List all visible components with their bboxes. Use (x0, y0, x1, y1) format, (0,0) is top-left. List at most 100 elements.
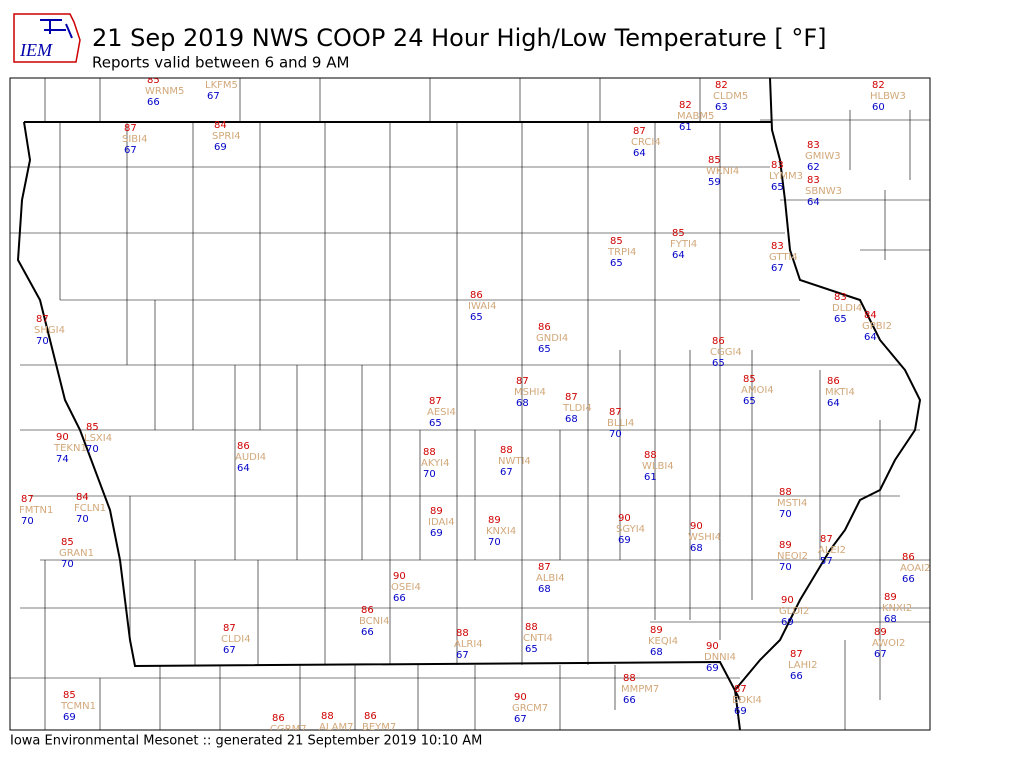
low-temp: 70 (21, 516, 34, 527)
station-id: AESI4 (427, 407, 456, 418)
high-temp: 87 (820, 534, 833, 545)
high-temp: 82 (872, 80, 885, 91)
low-temp: 70 (779, 562, 792, 573)
map-title: 21 Sep 2019 NWS COOP 24 Hour High/Low Te… (92, 24, 826, 52)
high-temp: 85 (61, 537, 74, 548)
low-temp: 70 (86, 444, 99, 455)
high-temp: 89 (650, 625, 663, 636)
high-temp: 87 (538, 562, 551, 573)
low-temp: 70 (61, 559, 74, 570)
station-id: CGRM7 (270, 724, 307, 735)
high-temp: 90 (618, 513, 631, 524)
station-id: GMIW3 (805, 151, 841, 162)
station-id: AMOI4 (741, 385, 774, 396)
low-temp: 68 (690, 543, 703, 554)
high-temp: 85 (708, 155, 721, 166)
high-temp: 87 (734, 684, 747, 695)
station-id: CLDM5 (713, 91, 748, 102)
high-temp: 90 (706, 641, 719, 652)
station-id: DNNI4 (704, 652, 736, 663)
low-temp: 67 (124, 145, 137, 156)
low-temp: 64 (864, 332, 877, 343)
high-temp: 86 (361, 605, 374, 616)
footer: Iowa Environmental Mesonet :: generated … (10, 734, 482, 749)
high-temp: 88 (423, 447, 436, 458)
low-temp: 69 (618, 535, 631, 546)
station-id: SPRI4 (212, 131, 241, 142)
station-id: TEKN1 (53, 443, 87, 454)
low-temp: 66 (147, 97, 160, 108)
high-temp: 87 (609, 407, 622, 418)
station-id: LAHI2 (788, 660, 817, 671)
station-id: KEQI4 (648, 636, 678, 647)
station-id: FCLN1 (74, 503, 106, 514)
high-temp: 88 (456, 628, 469, 639)
low-temp: 57 (820, 556, 833, 567)
low-temp: 65 (834, 314, 847, 325)
low-temp: 68 (565, 414, 578, 425)
high-temp: 87 (516, 376, 529, 387)
station-id: ALAM7 (319, 722, 353, 733)
low-temp: 68 (538, 584, 551, 595)
high-temp: 85 (147, 75, 160, 86)
low-temp: 65 (743, 396, 756, 407)
low-temp: 69 (734, 706, 747, 717)
low-temp: 67 (771, 263, 784, 274)
high-temp: 86 (902, 552, 915, 563)
station-id: SHGI4 (34, 325, 65, 336)
station-id: CNTI4 (523, 633, 553, 644)
low-temp: 69 (214, 142, 227, 153)
station-id: IWAI4 (468, 301, 496, 312)
high-temp: 85 (672, 228, 685, 239)
low-temp: 70 (488, 537, 501, 548)
station-id: GLDI2 (779, 606, 809, 617)
low-temp: 59 (708, 177, 721, 188)
low-temp: 74 (56, 454, 69, 465)
station-id: KNXI4 (486, 526, 516, 537)
high-temp: 88 (644, 450, 657, 461)
station-id: LKFM5 (205, 80, 238, 91)
logo-text: IEM (19, 40, 53, 60)
low-temp: 66 (902, 574, 915, 585)
high-temp: 86 (272, 713, 285, 724)
station-id: CGGI4 (710, 347, 742, 358)
station-id: WRNM5 (145, 86, 184, 97)
low-temp: 67 (456, 650, 469, 661)
station-id: SIBI4 (122, 134, 147, 145)
high-temp: 87 (790, 649, 803, 660)
station-id: BEYM7 (362, 722, 396, 733)
high-temp: 84 (76, 492, 89, 503)
high-temp: 89 (430, 506, 443, 517)
low-temp: 69 (63, 712, 76, 723)
low-temp: 64 (633, 148, 646, 159)
high-temp: 85 (86, 422, 99, 433)
low-temp: 62 (807, 162, 820, 173)
high-temp: 83 (807, 140, 820, 151)
station-id: DLDI4 (832, 303, 862, 314)
station-id: CLDI4 (221, 634, 251, 645)
low-temp: 65 (610, 258, 623, 269)
low-temp: 70 (36, 336, 49, 347)
high-temp: 87 (21, 494, 34, 505)
station-id: MSTI4 (777, 498, 807, 509)
high-temp: 87 (223, 623, 236, 634)
map-frame (9, 77, 931, 731)
high-temp: 84 (214, 120, 227, 131)
low-temp: 65 (470, 312, 483, 323)
low-temp: 67 (874, 649, 887, 660)
high-temp: 86 (538, 322, 551, 333)
station-id: AKYI4 (421, 458, 449, 469)
station-id: ALBI4 (536, 573, 565, 584)
low-temp: 67 (223, 645, 236, 656)
high-temp: 84 (864, 310, 877, 321)
high-temp: 87 (633, 126, 646, 137)
low-temp: 66 (790, 671, 803, 682)
high-temp: 90 (690, 521, 703, 532)
high-temp: 89 (779, 540, 792, 551)
high-temp: 90 (393, 571, 406, 582)
high-temp: 86 (712, 336, 725, 347)
low-temp: 65 (712, 358, 725, 369)
station-id: CRCI4 (631, 137, 661, 148)
